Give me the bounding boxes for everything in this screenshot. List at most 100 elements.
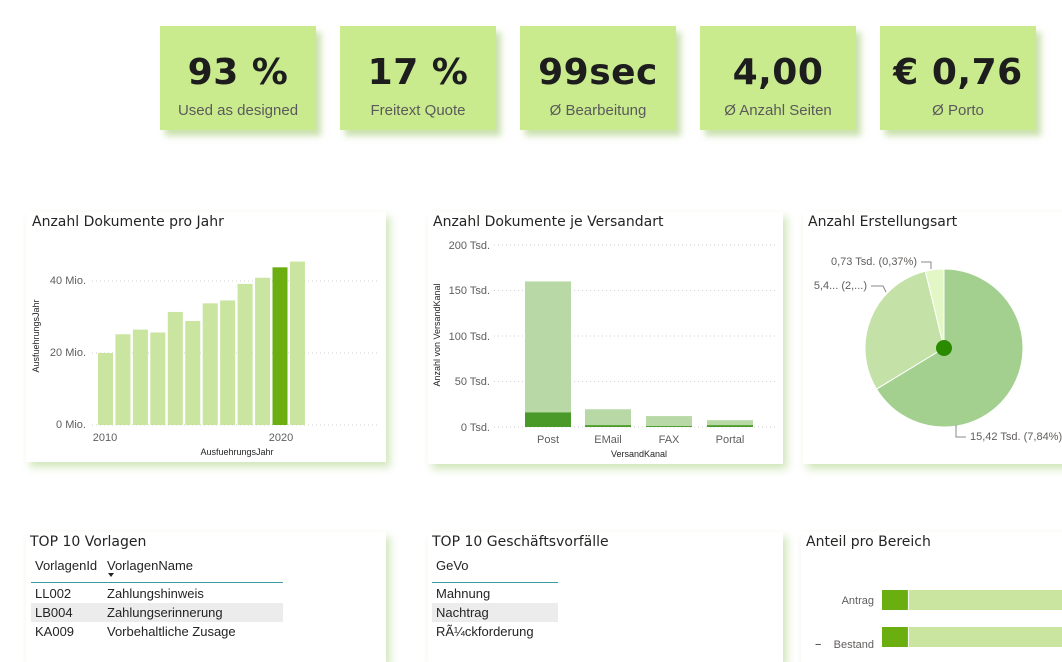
bar-segment-email <box>585 425 631 427</box>
cell-vorlagenname: Vorbehaltliche Zusage <box>107 624 236 639</box>
y-tick-label: 0 Tsd. <box>461 422 490 434</box>
cell-vorlagenid: KA009 <box>35 624 75 639</box>
bar-2019 <box>255 277 271 425</box>
leader-line <box>955 425 966 438</box>
category-label: Antrag <box>842 595 874 607</box>
bar-chart-dokumente-pro-jahr: 40 Mio. 20 Mio. 0 Mio. 2010 2020 Ausfueh… <box>31 261 378 457</box>
kpi-card-porto[interactable]: € 0,76 Ø Porto <box>880 26 1036 130</box>
kpi-label: Freitext Quote <box>370 102 466 119</box>
kpi-card-bearbeitung[interactable]: 99sec Ø Bearbeitung <box>520 26 676 130</box>
y-tick-label: 200 Tsd. <box>449 240 490 252</box>
x-tick-label: Post <box>537 434 559 446</box>
table-card-top10-vorlagen[interactable]: TOP 10 Vorlagen VorlagenId VorlagenName … <box>26 532 386 662</box>
kpi-value: € 0,76 <box>893 52 1023 93</box>
y-tick-label: 50 Tsd. <box>455 376 490 388</box>
table-row[interactable]: KA009 Vorbehaltliche Zusage <box>31 622 283 641</box>
table-title: TOP 10 Vorlagen <box>30 534 147 550</box>
pie-slice-2 <box>924 268 945 349</box>
kpi-card-used-as-designed[interactable]: 93 % Used as designed <box>160 26 316 130</box>
x-tick-label: EMail <box>594 434 622 446</box>
bar-segment-post <box>525 412 571 427</box>
bar-chart-anteil-pro-bereich: Antrag Bestand − <box>815 590 1062 651</box>
bar-segment-fax <box>646 426 692 427</box>
table-row[interactable]: LL002 Zahlungshinweis <box>31 584 283 603</box>
bar-2014 <box>167 311 183 425</box>
y-tick-label: 0 Mio. <box>56 419 86 431</box>
kpi-card-freitext-quote[interactable]: 17 % Freitext Quote <box>340 26 496 130</box>
y-tick-label: 40 Mio. <box>50 275 86 287</box>
chart-card-erstellungsart[interactable]: Anzahl Erstellungsart 0,73 Tsd. (0,37%) … <box>803 212 1062 464</box>
y-axis-label: AusfuehrungsJahr <box>31 299 41 372</box>
y-tick-label: 150 Tsd. <box>449 285 490 297</box>
bar-2021 <box>289 261 305 425</box>
bar-total-portal <box>707 420 753 427</box>
bar-2010 <box>98 353 113 425</box>
pie-label: 15,42 Tsd. (7,84%) <box>970 431 1062 443</box>
kpi-label: Ø Anzahl Seiten <box>724 102 832 119</box>
bar-total-fax <box>646 416 692 427</box>
cell-gevo: RÃ¼ckforderung <box>436 624 534 639</box>
bar-2018 <box>237 283 253 425</box>
leader-line <box>921 261 932 269</box>
cell-vorlagenname: Zahlungshinweis <box>107 586 204 601</box>
bar-segment-antrag <box>882 590 908 610</box>
table-row[interactable]: Nachtrag <box>432 603 558 622</box>
bar-2017 <box>220 300 236 425</box>
kpi-value: 99sec <box>538 52 658 93</box>
bar-remainder-antrag <box>908 590 1062 610</box>
cell-gevo: Nachtrag <box>432 603 558 622</box>
chart-card-dokumente-pro-jahr[interactable]: Anzahl Dokumente pro Jahr 40 Mio. 20 Mio… <box>26 212 386 462</box>
cell-vorlagenid: LL002 <box>35 586 72 601</box>
bar-2015 <box>185 320 201 425</box>
column-header-vorlagenname[interactable]: VorlagenName <box>103 558 283 584</box>
table-card-top10-geschaeftsvorfaelle[interactable]: TOP 10 Geschäftsvorfälle GeVo Mahnung Na… <box>428 532 783 662</box>
column-header-gevo[interactable]: GeVo <box>436 558 469 573</box>
x-axis-label: AusfuehrungsJahr <box>200 447 273 457</box>
kpi-value: 4,00 <box>732 52 824 93</box>
bar-chart-versandart: 200 Tsd. 150 Tsd. 100 Tsd. 50 Tsd. 0 Tsd… <box>432 240 775 459</box>
bar-segment-portal <box>707 425 753 427</box>
bar-2012 <box>132 329 148 425</box>
pie-label: 5,4... (2,...) <box>814 280 867 292</box>
column-header-label: VorlagenName <box>107 558 193 573</box>
bar-2013 <box>150 332 166 425</box>
table-header-row: GeVo <box>432 558 558 584</box>
bar-total-email <box>585 409 631 427</box>
pie-slice-1 <box>864 270 945 390</box>
cell-vorlagenname: Zahlungserinnerung <box>103 603 283 622</box>
table-header-row: VorlagenId VorlagenName <box>31 558 283 584</box>
column-header-vorlagenid[interactable]: VorlagenId <box>35 558 98 573</box>
table-title: TOP 10 Geschäftsvorfälle <box>432 534 609 550</box>
y-axis-label: Anzahl von VersandKanal <box>432 283 442 386</box>
y-tick-label: 20 Mio. <box>50 347 86 359</box>
table-row[interactable]: Mahnung <box>432 584 558 603</box>
x-tick-label: 2010 <box>93 432 117 444</box>
table-row[interactable]: LB004 Zahlungserinnerung <box>31 603 283 622</box>
category-label: Bestand <box>834 639 874 651</box>
kpi-card-anzahl-seiten[interactable]: 4,00 Ø Anzahl Seiten <box>700 26 856 130</box>
bar-segment-bestand <box>882 627 908 647</box>
gevo-table: GeVo Mahnung Nachtrag RÃ¼ckforderung <box>432 558 558 641</box>
y-tick-label: 100 Tsd. <box>449 331 490 343</box>
x-axis-label: VersandKanal <box>611 449 667 459</box>
bar-remainder-bestand <box>908 627 1062 647</box>
chart-title: Anteil pro Bereich <box>806 534 931 550</box>
vorlagen-table: VorlagenId VorlagenName LL002 Zahlungshi… <box>31 558 283 641</box>
header-underline <box>432 582 558 583</box>
bar-2016 <box>202 303 218 425</box>
chart-card-anteil-pro-bereich[interactable]: Anteil pro Bereich Antrag Bestand − <box>801 532 1062 662</box>
table-row[interactable]: RÃ¼ckforderung <box>432 622 558 641</box>
bar-total-post <box>525 281 571 427</box>
pie-center-marker <box>936 340 952 356</box>
x-tick-label: 2020 <box>269 432 293 444</box>
chart-card-dokumente-je-versandart[interactable]: Anzahl Dokumente je Versandart 200 Tsd. … <box>428 212 783 464</box>
leader-line <box>871 285 887 293</box>
kpi-value: 17 % <box>367 52 469 93</box>
x-tick-label: FAX <box>659 434 680 446</box>
collapse-icon[interactable]: − <box>815 639 821 651</box>
chart-title: Anzahl Erstellungsart <box>808 214 958 230</box>
bar-2020 <box>272 267 288 425</box>
kpi-value: 93 % <box>187 52 289 93</box>
sort-descending-icon <box>108 573 114 577</box>
cell-gevo: Mahnung <box>436 586 491 601</box>
